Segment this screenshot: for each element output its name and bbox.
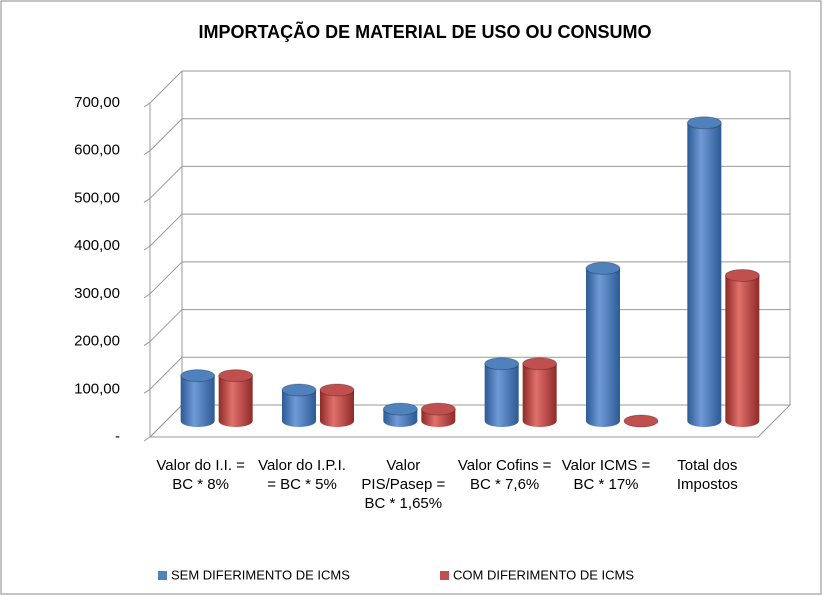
y-tick-label: - [115,428,120,445]
tick-mark [143,388,151,394]
bar [686,116,722,428]
grid-line [149,165,790,199]
grid-line [149,261,790,295]
bar [585,261,621,427]
bar [281,383,317,427]
grid-line [149,118,790,152]
bar [724,268,760,428]
legend-swatch [440,571,449,580]
tick-mark [143,341,151,346]
x-tick-label: Valor Cofins = BC * 7,6% [457,457,552,493]
legend-label: COM DIFERIMENTO DE ICMS [453,567,634,582]
y-tick-label: 300,00 [74,285,120,302]
tick-mark [143,293,151,299]
legend-label: SEM DIFERIMENTO DE ICMS [171,567,350,582]
y-tick-label: 600,00 [74,142,120,159]
x-tick-label: Valor do I.I. = BC * 8% [156,457,245,493]
y-tick-label: 100,00 [74,380,120,397]
tick-mark [143,436,151,442]
bar [382,402,418,428]
grid-line [149,70,790,104]
tick-mark [143,150,151,156]
tick-mark [143,198,151,203]
bar [522,357,558,427]
tick-mark [143,102,151,108]
bar [420,402,456,428]
bar [623,414,659,428]
x-tick-label: Valor do I.P.I. = BC * 5% [258,457,346,493]
x-tick-label: Total dos Impostos [676,457,738,493]
bar [484,357,520,427]
grid-line [149,213,790,247]
bar [180,369,216,428]
y-tick-label: 400,00 [74,237,120,254]
bar [319,383,355,427]
x-tick-label: Valor PIS/Pasep = BC * 1,65% [361,457,446,512]
y-tick-label: 500,00 [74,189,120,206]
bar [218,369,254,428]
chart-title: IMPORTAÇÃO DE MATERIAL DE USO OU CONSUMO [198,21,651,42]
y-tick-label: 700,00 [74,94,120,111]
legend-swatch [158,571,167,580]
tick-mark [143,245,151,251]
x-tick-label: Valor ICMS = BC * 17% [561,457,651,493]
y-tick-label: 200,00 [74,333,120,350]
